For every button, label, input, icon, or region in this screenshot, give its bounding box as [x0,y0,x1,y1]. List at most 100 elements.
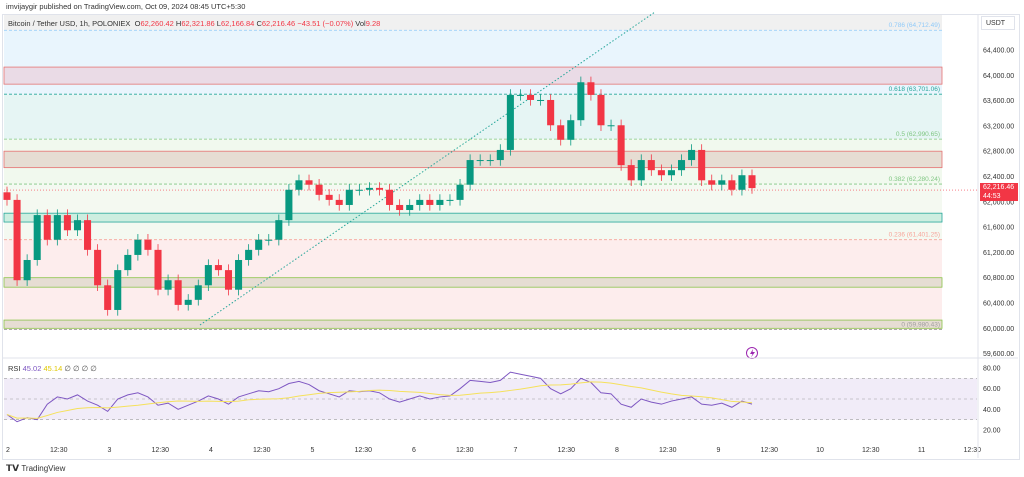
candle-body [567,120,575,140]
candle-body [275,220,283,240]
chart-frame [2,14,1020,460]
candle-body [305,180,313,185]
close-value: 62,216.46 [261,19,296,28]
support-resistance-zone [3,277,943,288]
tradingview-logo[interactable]: 𝗧𝗩 TradingView [6,463,66,473]
candle-body [325,194,333,200]
time-tick-label: 12:30 [253,447,271,454]
candle-body [84,220,92,250]
time-tick-label: 12:30 [50,447,68,454]
candle-body [124,254,132,271]
candle-body [537,99,545,101]
candle-body [436,199,444,205]
rsi-ma-value: 45.14 [43,364,63,373]
time-tick-label: 8 [615,447,619,454]
candle-body [688,149,696,161]
price-tick-label: 60,400.00 [983,301,1014,308]
time-tick-label: 5 [311,447,315,454]
candle-body [164,280,172,290]
candle-body [386,189,394,205]
candle-body [647,160,655,171]
candle-body [667,170,675,176]
candle-body [335,199,343,205]
time-tick-label: 12:30 [963,447,981,454]
time-tick-label: 6 [412,447,416,454]
candle-body [637,160,645,181]
candle-body [698,149,706,181]
bar-countdown: 44:53 [983,193,1001,200]
candle-body [396,204,404,211]
time-tick-label: 10 [816,447,824,454]
time-tick-label: 12:30 [151,447,169,454]
support-resistance-zone [3,212,943,223]
candle-body [194,285,202,300]
price-tick-label: 60,000.00 [983,326,1014,333]
candle-body [597,94,605,126]
currency-selector[interactable]: USDT [981,16,1015,30]
time-tick-label: 4 [209,447,213,454]
rsi-tick-label: 40.00 [983,407,1001,414]
time-tick-label: 12:30 [760,447,778,454]
candle-body [33,215,41,260]
rsi-line [6,371,753,423]
fib-level-label: 0.5 (62,990.65) [896,131,940,138]
candle-body [506,94,514,150]
candle-body [617,125,625,166]
candle-body [224,270,233,290]
candle-body [496,149,504,161]
rsi-ma-line [6,381,753,419]
fib-level-label: 0.786 (64,712.49) [889,22,940,29]
candle-body [315,184,323,195]
candle-body [174,280,182,305]
candle-body [375,187,384,190]
fib-level-label: 0 (59,980.43) [901,322,940,329]
candle-body [748,175,756,189]
candle-body [245,249,253,260]
fib-level-label: 0.382 (62,280.24) [889,176,940,183]
time-tick-label: 2 [6,447,10,454]
candle-body [738,175,746,190]
time-tick-label: 11 [918,447,925,454]
fib-zone [4,184,942,240]
candle-body [114,270,122,310]
fib-zone-top [4,15,942,31]
candle-body [134,239,142,255]
symbol-legend: Bitcoin / Tether USD, 1h, POLONIEX O62,2… [8,19,381,28]
candle-body [13,199,21,281]
time-tick-label: 12:30 [354,447,372,454]
candle-body [627,165,635,181]
price-tick-label: 64,000.00 [983,73,1014,80]
fib-level-label: 0.236 (61,401.25) [889,232,940,239]
candle-body [456,184,464,200]
candle-body [657,170,665,176]
support-resistance-zone [3,319,943,329]
candle-body [355,189,363,191]
lightning-icon[interactable] [746,347,758,359]
rsi-value: 45.02 [22,364,42,373]
price-tick-label: 62,400.00 [983,174,1014,181]
candle-body [154,249,162,290]
candle-body [476,160,484,162]
candle-body [678,160,686,171]
rsi-tick-label: 20.00 [983,428,1001,435]
candle-body [63,215,71,231]
fib-level-label: 0.618 (63,701.06) [889,86,940,93]
candle-body [547,99,555,126]
time-tick-label: 9 [717,447,721,454]
rsi-legend[interactable]: RSI 45.02 45.14 ∅ ∅ ∅ ∅ [8,364,97,373]
volume-value: 9.28 [365,19,381,28]
candle-body [295,180,303,190]
fib-zone [4,94,942,140]
candle-body [708,180,716,185]
trend-line [199,11,656,326]
candle-body [526,94,535,100]
low-value: 62,166.84 [220,19,255,28]
high-value: 62,321.86 [181,19,215,28]
candle-body [486,160,494,162]
price-tick-label: 61,200.00 [983,250,1014,257]
candle-body [104,285,112,310]
candle-body [43,215,51,240]
time-tick-label: 12:30 [659,447,677,454]
rsi-tick-label: 80.00 [983,366,1001,373]
